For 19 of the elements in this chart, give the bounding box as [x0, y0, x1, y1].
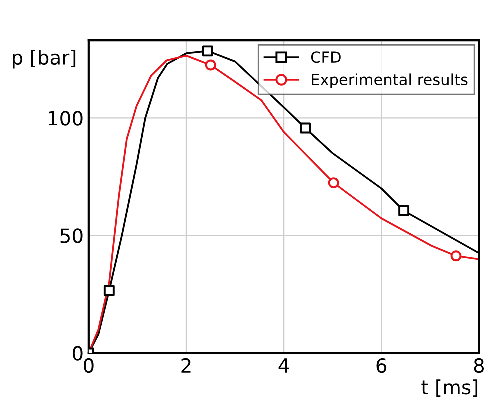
point	[205, 60, 216, 71]
point	[450, 250, 462, 262]
x-tick-label: 2	[182, 358, 191, 373]
x-tick-label: 6	[376, 358, 387, 374]
x-tick-label: 8	[474, 358, 484, 374]
x-axis-title: t [ms]	[422, 380, 478, 398]
point	[398, 206, 410, 216]
x-tick-label: 4	[278, 358, 290, 373]
point	[104, 285, 115, 296]
point	[300, 122, 311, 134]
point	[328, 178, 340, 189]
point	[202, 46, 214, 57]
x-tick-label: 0	[84, 358, 94, 374]
y-tick-label: 100	[49, 111, 83, 126]
y-axis-title: p [bar]	[13, 50, 76, 69]
legend-label: CFD	[311, 52, 341, 64]
legend-label: Experimental results	[312, 74, 468, 89]
y-tick-label: 50	[60, 228, 83, 244]
y-tick-label: 0	[72, 346, 83, 361]
